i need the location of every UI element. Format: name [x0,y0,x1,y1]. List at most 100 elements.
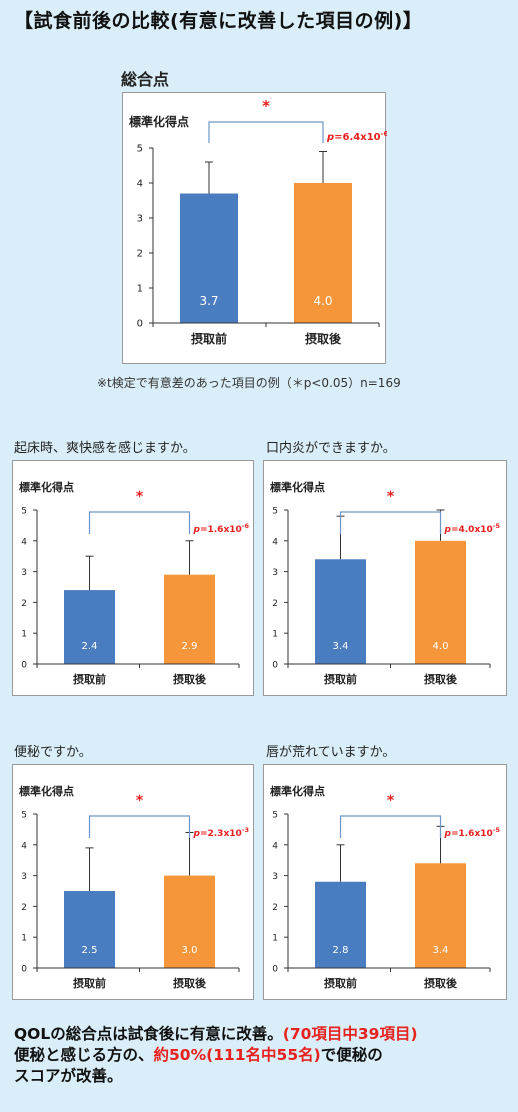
bar-stomatitis-before [315,559,366,664]
y-tick-label-lips-2: 2 [272,903,278,913]
category-label-waking-0: 摂取前 [73,672,106,686]
y-tick-label-constipation-4: 4 [21,841,27,851]
section-label-total: 総合点 [121,70,170,89]
chart-panel-waking: 標準化得点 2.4 摂取前 2.9 摂取後 0 1 2 3 4 5 * p=1.6x10-6 [12,460,254,696]
section-label-waking: 起床時、爽快感を感じますか。 [14,441,196,456]
category-label-lips-0: 摂取前 [324,976,357,990]
category-label-total-0: 摂取前 [191,331,227,346]
value-label-waking-0: 2.4 [82,641,98,652]
y-tick-label-stomatitis-3: 3 [272,568,278,578]
y-axis-label-lips: 標準化得点 [270,784,325,798]
y-tick-label-total-2: 2 [137,249,143,260]
summary-line-1-a: QOLの総合点は試食後に有意に改善。 [14,1025,283,1043]
section-label-lips: 唇が荒れていますか。 [266,745,396,760]
summary-line-1-b: (70項目中39項目) [282,1025,418,1043]
bar-stomatitis-after [415,540,466,664]
page-title: 【試食前後の比較(有意に改善した項目の例)】 [14,10,423,32]
y-tick-label-constipation-0: 0 [21,965,27,975]
bar-lips-before [315,881,366,968]
value-label-waking-1: 2.9 [182,641,198,652]
bar-total-after [294,183,352,323]
y-tick-label-waking-4: 4 [21,537,27,547]
significance-star-constipation: * [136,793,144,809]
bar-lips-after [415,863,466,968]
y-tick-label-waking-1: 1 [21,630,27,640]
summary-line-2-c: で便秘の [320,1046,383,1064]
category-label-stomatitis-1: 摂取後 [424,672,458,686]
category-label-constipation-1: 摂取後 [173,976,207,990]
section-label-constipation: 便秘ですか。 [14,745,92,760]
value-label-constipation-0: 2.5 [82,945,98,956]
value-label-stomatitis-1: 4.0 [433,641,449,652]
value-label-total-1: 4.0 [313,294,332,308]
significance-star-total: * [262,97,270,115]
footnote: ※t検定で有意差のあった項目の例（＊p<0.05）n=169 [97,376,401,390]
y-tick-label-total-0: 0 [137,319,143,330]
chart-panel-constipation: 標準化得点 2.5 摂取前 3.0 摂取後 0 1 2 3 4 5 * p=2.3x10-3 [12,764,254,1000]
y-tick-label-total-3: 3 [137,214,143,225]
bar-constipation-before [64,891,115,968]
y-tick-label-waking-5: 5 [21,507,27,517]
p-value-constipation: p=2.3x10-3 [193,826,250,839]
summary-line-2-b: 約50%(111名中55名) [153,1046,321,1064]
y-axis-label-stomatitis: 標準化得点 [270,480,325,494]
y-axis-label-total: 標準化得点 [129,114,189,129]
y-tick-label-waking-3: 3 [21,568,27,578]
bar-chart-waking: 標準化得点 2.4 摂取前 2.9 摂取後 0 1 2 3 4 5 * p=1.6x10-6 [19,480,250,686]
summary-line-1: QOLの総合点は試食後に有意に改善。(70項目中39項目) [14,1024,514,1045]
significance-bracket-lips [339,815,442,838]
significance-star-waking: * [136,489,144,505]
summary-line-2: 便秘と感じる方の、約50%(111名中55名)で便秘の [14,1045,514,1066]
p-value-waking: p=1.6x10-6 [193,522,250,535]
y-tick-label-constipation-3: 3 [21,872,27,882]
bar-chart-stomatitis: 標準化得点 3.4 摂取前 4.0 摂取後 0 1 2 3 4 5 * p=4.0x10-5 [270,480,501,686]
summary-text: QOLの総合点は試食後に有意に改善。(70項目中39項目) 便秘と感じる方の、約… [14,1024,514,1087]
y-tick-label-total-5: 5 [137,144,143,155]
y-tick-label-constipation-1: 1 [21,934,27,944]
category-label-stomatitis-0: 摂取前 [324,672,357,686]
bar-chart-total: 標準化得点 3.7 摂取前 4.0 摂取後 0 1 2 3 4 5 * p=6.4x10-6 [129,97,387,346]
significance-star-stomatitis: * [387,489,395,505]
y-tick-label-total-1: 1 [137,284,143,295]
y-axis-label-waking: 標準化得点 [19,480,74,494]
p-value-total: p=6.4x10-6 [326,130,387,143]
category-label-constipation-0: 摂取前 [73,976,106,990]
bar-total-before [180,193,238,323]
summary-line-3: スコアが改善。 [14,1067,123,1085]
value-label-lips-1: 3.4 [433,945,449,956]
y-tick-label-stomatitis-0: 0 [272,661,278,671]
value-label-lips-0: 2.8 [333,945,349,956]
value-label-total-0: 3.7 [199,294,218,308]
chart-panel-total: 標準化得点 3.7 摂取前 4.0 摂取後 0 1 2 3 4 5 * p=6.4x10-6 [122,92,387,364]
section-label-stomatitis: 口内炎ができますか。 [266,441,396,456]
significance-bracket-total [208,121,324,143]
y-tick-label-stomatitis-2: 2 [272,599,278,609]
y-axis-label-constipation: 標準化得点 [19,784,74,798]
bar-chart-lips: 標準化得点 2.8 摂取前 3.4 摂取後 0 1 2 3 4 5 * p=1.6x10-5 [270,784,500,990]
y-tick-label-waking-2: 2 [21,599,27,609]
significance-bracket-stomatitis [339,511,442,534]
p-value-stomatitis: p=4.0x10-5 [444,522,501,535]
y-tick-label-stomatitis-1: 1 [272,630,278,640]
value-label-constipation-1: 3.0 [182,945,198,956]
bar-chart-constipation: 標準化得点 2.5 摂取前 3.0 摂取後 0 1 2 3 4 5 * p=2.3x10-3 [19,784,250,990]
chart-panel-stomatitis: 標準化得点 3.4 摂取前 4.0 摂取後 0 1 2 3 4 5 * p=4.0x10-5 [263,460,507,696]
value-label-stomatitis-0: 3.4 [333,641,349,652]
significance-star-lips: * [387,793,395,809]
bar-waking-after [164,574,215,664]
y-tick-label-constipation-2: 2 [21,903,27,913]
chart-panel-lips: 標準化得点 2.8 摂取前 3.4 摂取後 0 1 2 3 4 5 * p=1.6x10-5 [263,764,507,1000]
category-label-total-1: 摂取後 [305,331,342,346]
summary-line-2-a: 便秘と感じる方の、 [14,1046,154,1064]
y-tick-label-lips-5: 5 [272,811,278,821]
y-tick-label-lips-4: 4 [272,841,278,851]
y-tick-label-lips-3: 3 [272,872,278,882]
y-tick-label-total-4: 4 [137,179,143,190]
bar-constipation-after [164,875,215,968]
y-tick-label-lips-0: 0 [272,965,278,975]
bar-waking-before [64,590,115,664]
y-tick-label-stomatitis-5: 5 [272,507,278,517]
significance-bracket-constipation [88,815,191,838]
y-tick-label-lips-1: 1 [272,934,278,944]
category-label-lips-1: 摂取後 [424,976,458,990]
